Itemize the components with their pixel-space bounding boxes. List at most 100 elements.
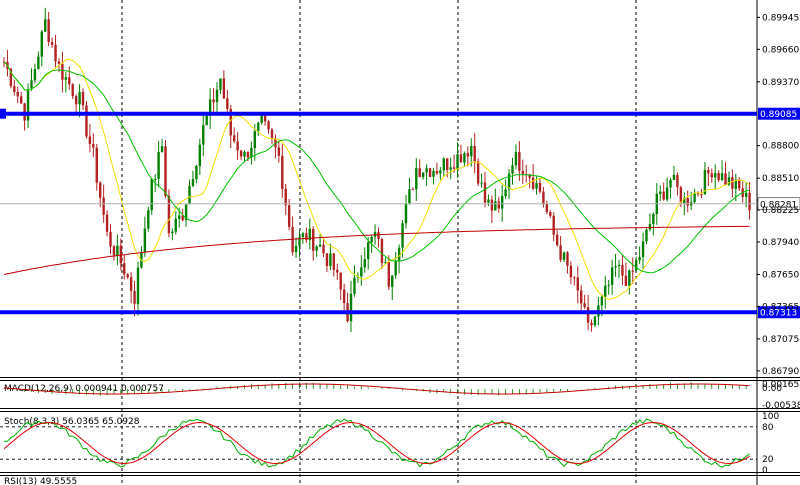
candle-body	[246, 151, 250, 158]
candle-body	[576, 277, 579, 291]
candle-body	[744, 192, 748, 198]
candle-body	[9, 68, 13, 87]
candle-body	[566, 252, 569, 266]
stoch-signal-line	[3, 421, 750, 465]
macd-tick-label: 0.00	[762, 384, 782, 394]
stoch-tick-label: 0	[762, 466, 768, 476]
candle-body	[707, 169, 710, 174]
candle-body	[483, 182, 487, 203]
macd-tick-label: 0.001658	[762, 380, 800, 390]
candle-body	[676, 174, 679, 188]
candle-body	[301, 233, 305, 238]
candle-body	[391, 275, 394, 287]
macd-label: MACD(12,26,9) 0.000941 0.000757	[4, 384, 164, 394]
candle-body	[459, 154, 463, 163]
candle-body	[178, 215, 181, 219]
candle-body	[325, 253, 329, 266]
current-price-label: 0.88281	[760, 200, 797, 210]
candle-body	[208, 99, 212, 116]
price-tick-label: 0.87075	[762, 335, 799, 345]
candle-body	[339, 272, 342, 290]
candle-body	[610, 267, 614, 285]
candle-body	[353, 277, 356, 294]
price-tick-label: 0.88225	[762, 206, 799, 216]
candle-body	[634, 260, 638, 271]
price-tick-label: 0.89660	[762, 45, 799, 55]
candle-body	[531, 177, 535, 189]
candle-body	[50, 42, 54, 45]
price-tick-label: 0.87365	[762, 302, 799, 312]
candle-body	[428, 168, 432, 177]
candle-body	[136, 267, 140, 304]
candle-body	[202, 125, 205, 145]
candle-body	[404, 203, 408, 224]
stoch-label: Stoch(8,3,3) 56.0365 65.0928	[4, 417, 140, 427]
candle-body	[573, 277, 576, 279]
level-marker	[0, 108, 6, 119]
candle-body	[528, 174, 531, 178]
candle-body	[538, 182, 542, 192]
candle-body	[394, 260, 397, 276]
candle-body	[147, 210, 150, 229]
candle-body	[693, 192, 696, 203]
candle-body	[71, 84, 74, 97]
level-label: 0.87313	[760, 309, 797, 319]
candle-body	[580, 290, 583, 304]
candle-body	[119, 245, 123, 264]
candle-body	[188, 185, 191, 205]
ma-slow-line	[3, 225, 750, 275]
macd-tick-label: -0.005383	[762, 401, 800, 411]
candle-body	[555, 234, 559, 246]
candle-body	[617, 265, 621, 267]
candle-body	[672, 174, 676, 180]
candle-body	[683, 198, 686, 204]
candle-body	[590, 322, 593, 326]
price-tick-label: 0.88510	[762, 174, 799, 184]
candle-body	[494, 201, 497, 211]
candle-body	[700, 194, 703, 196]
price-tick-label: 0.87650	[762, 270, 799, 280]
candle-body	[380, 239, 384, 264]
rsi-label: RSI(13) 49.5555	[4, 477, 77, 485]
candle-body	[679, 187, 683, 204]
candle-body	[277, 147, 281, 156]
candle-body	[13, 86, 16, 92]
candle-body	[724, 173, 727, 185]
candle-body	[181, 215, 184, 221]
candle-body	[236, 141, 239, 151]
candle-body	[638, 257, 641, 261]
candle-body	[174, 218, 177, 232]
candle-body	[284, 188, 287, 206]
candle-body	[222, 78, 226, 99]
candle-body	[95, 147, 98, 183]
rsi-panel: RSI(13) 49.5555	[4, 477, 77, 485]
candle-body	[57, 61, 61, 64]
candle-body	[171, 231, 174, 234]
candle-body	[26, 89, 30, 121]
candle-body	[614, 266, 617, 268]
candle-body	[226, 98, 229, 109]
level-label-bg	[758, 306, 800, 319]
candle-body	[318, 244, 322, 247]
candle-body	[250, 148, 253, 158]
candle-body	[476, 161, 480, 184]
candle-body	[81, 91, 85, 106]
candle-body	[312, 228, 315, 251]
candle-body	[504, 189, 507, 197]
candle-body	[19, 96, 23, 104]
candle-body	[287, 205, 291, 227]
candle-body	[219, 78, 222, 90]
price-tick-label: 0.88800	[762, 142, 799, 152]
candle-body	[628, 270, 631, 286]
candle-body	[336, 269, 339, 273]
candle-body	[511, 165, 514, 174]
candle-body	[727, 177, 731, 185]
candle-body	[167, 195, 171, 234]
candle-body	[521, 170, 525, 174]
candle-body	[518, 151, 521, 171]
candle-body	[40, 31, 43, 57]
candle-body	[33, 69, 37, 81]
candle-body	[710, 173, 713, 178]
